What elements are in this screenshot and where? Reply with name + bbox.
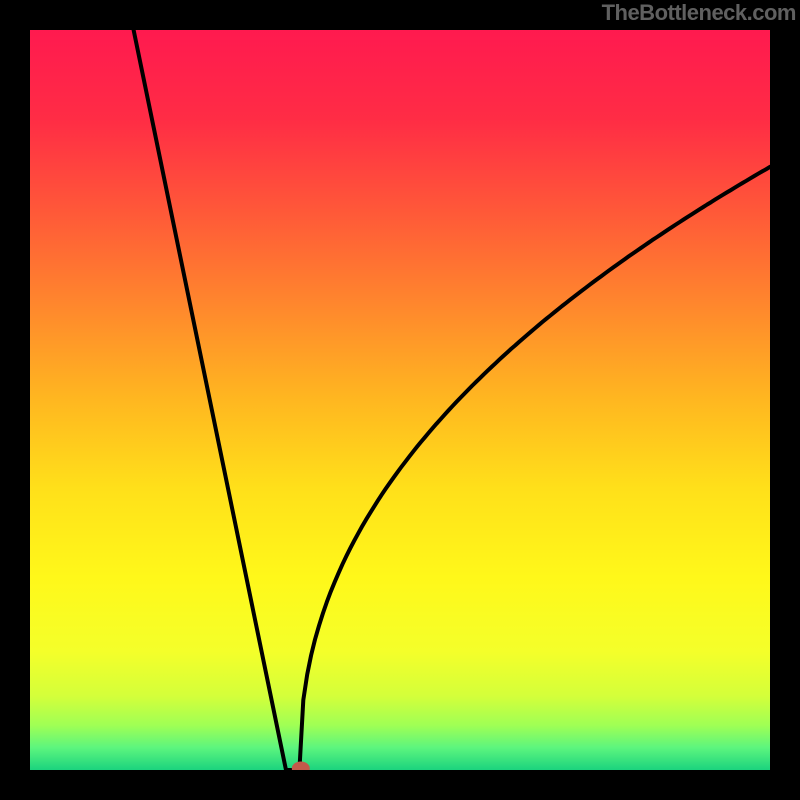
watermark-text: TheBottleneck.com	[602, 0, 796, 26]
page: TheBottleneck.com	[0, 0, 800, 800]
gradient-plot-area	[30, 30, 770, 770]
bottleneck-chart	[0, 0, 800, 800]
